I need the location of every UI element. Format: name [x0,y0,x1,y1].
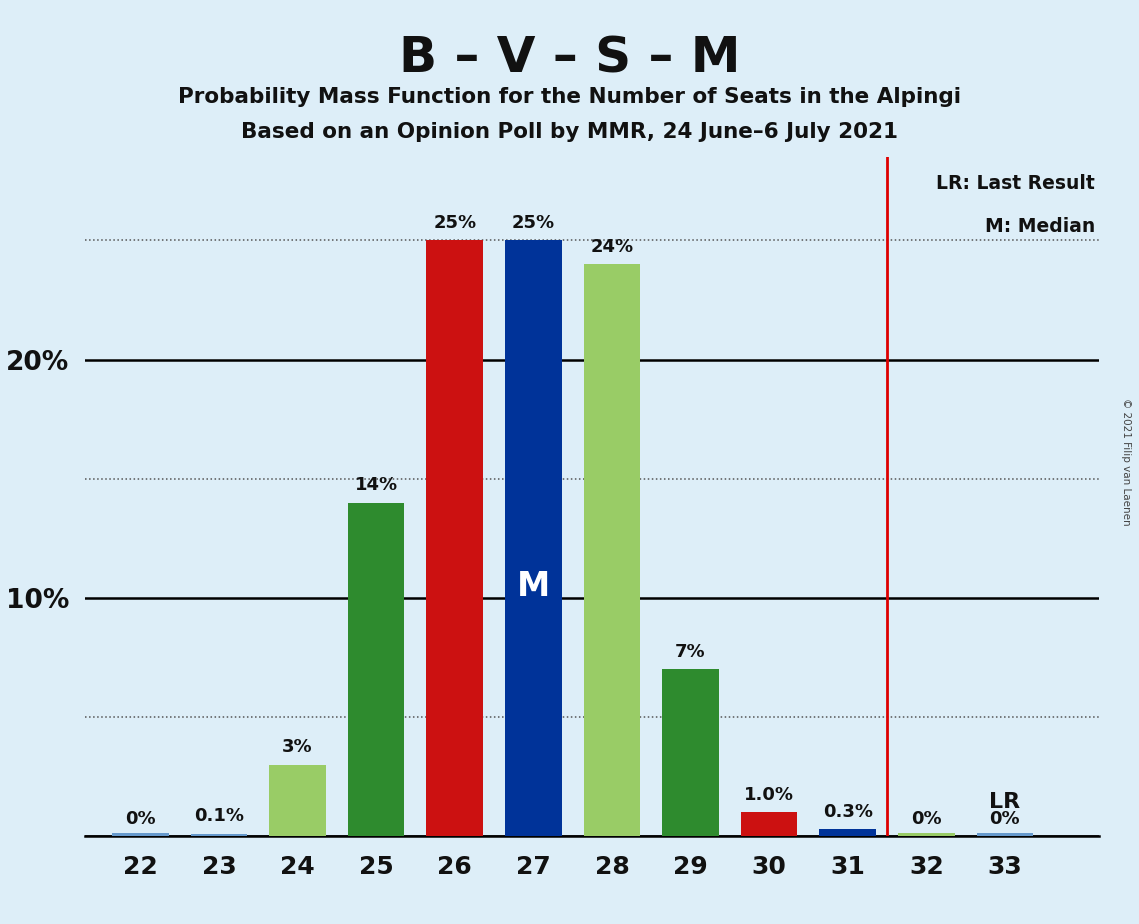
Bar [505,240,562,836]
Text: 7%: 7% [675,643,706,661]
Bar [740,812,797,836]
Bar [112,833,169,836]
Text: LR: Last Result: LR: Last Result [936,174,1096,193]
Text: 0.1%: 0.1% [194,808,244,825]
Bar [662,669,719,836]
Text: 1.0%: 1.0% [744,786,794,804]
Text: 0%: 0% [125,809,156,828]
Bar [898,833,954,836]
Bar [583,264,640,836]
Text: © 2021 Filip van Laenen: © 2021 Filip van Laenen [1122,398,1131,526]
Text: 0%: 0% [990,809,1021,828]
Bar [976,833,1033,836]
Text: 25%: 25% [511,214,555,232]
Text: M: M [517,569,550,602]
Text: 0.3%: 0.3% [822,803,872,821]
Bar [269,765,326,836]
Text: M: Median: M: Median [985,216,1096,236]
Text: LR: LR [990,793,1021,812]
Text: 0%: 0% [911,809,942,828]
Bar [347,503,404,836]
Bar [190,833,247,836]
Text: 25%: 25% [433,214,476,232]
Text: B – V – S – M: B – V – S – M [399,34,740,82]
Bar [426,240,483,836]
Text: Based on an Opinion Poll by MMR, 24 June–6 July 2021: Based on an Opinion Poll by MMR, 24 June… [241,122,898,142]
Text: Probability Mass Function for the Number of Seats in the Alpingi: Probability Mass Function for the Number… [178,87,961,107]
Text: 3%: 3% [282,738,313,757]
Text: 24%: 24% [590,238,633,256]
Text: 14%: 14% [354,476,398,494]
Bar [819,829,876,836]
